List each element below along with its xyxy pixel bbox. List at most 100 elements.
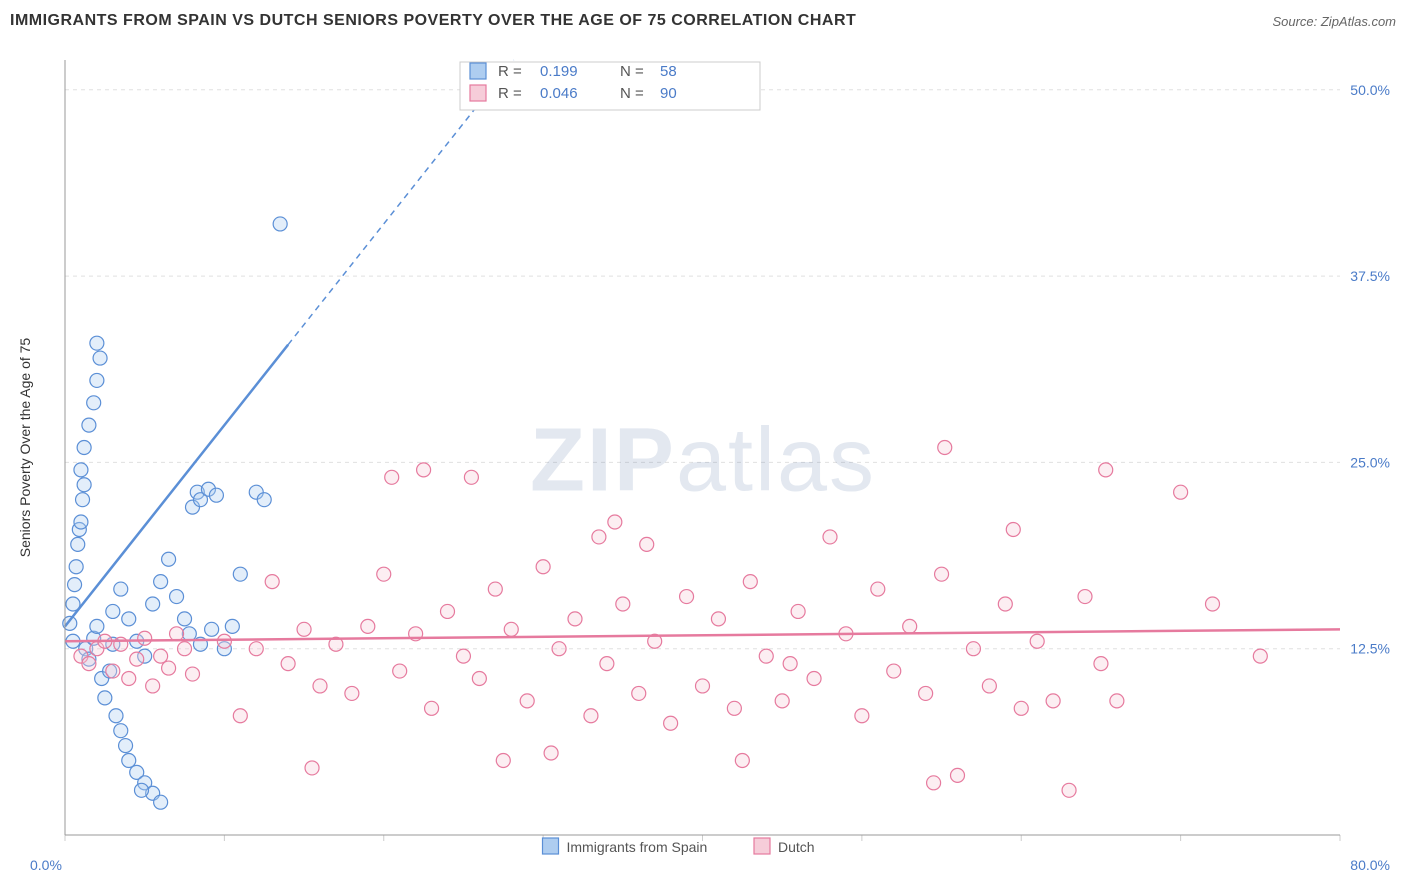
data-point [775,694,789,708]
x-tick-label: 0.0% [30,857,62,873]
series-swatch [754,838,770,854]
data-point [544,746,558,760]
legend-n-value: 58 [660,63,677,80]
data-point [68,578,82,592]
data-point [90,373,104,387]
data-point [552,642,566,656]
data-point [680,590,694,604]
data-point [93,351,107,365]
data-point [162,661,176,675]
y-tick-label: 25.0% [1350,454,1390,470]
data-point [119,739,133,753]
y-axis-label: Seniors Poverty Over the Age of 75 [17,338,33,558]
data-point [178,612,192,626]
data-point [257,493,271,507]
data-point [77,441,91,455]
data-point [496,753,510,767]
data-point [998,597,1012,611]
data-point [361,619,375,633]
data-point [1110,694,1124,708]
data-point [632,686,646,700]
data-point [281,657,295,671]
series-label: Immigrants from Spain [567,839,708,855]
data-point [122,672,136,686]
legend-n-label: N = [620,85,644,102]
legend-swatch [470,63,486,79]
data-point [616,597,630,611]
data-point [608,515,622,529]
legend-r-label: R = [498,85,522,102]
data-point [170,590,184,604]
data-point [154,649,168,663]
data-point [536,560,550,574]
data-point [233,567,247,581]
data-point [170,627,184,641]
data-point [1030,634,1044,648]
data-point [927,776,941,790]
data-point [106,664,120,678]
data-point [1094,657,1108,671]
data-point [696,679,710,693]
data-point [1174,485,1188,499]
data-point [903,619,917,633]
data-point [640,537,654,551]
data-point [87,396,101,410]
data-point [520,694,534,708]
data-point [90,336,104,350]
data-point [727,701,741,715]
data-point [90,619,104,633]
data-point [982,679,996,693]
data-point [1062,783,1076,797]
data-point [425,701,439,715]
data-point [791,604,805,618]
data-point [130,652,144,666]
data-point [464,470,478,484]
data-point [871,582,885,596]
data-point [504,622,518,636]
data-point [138,631,152,645]
data-point [82,418,96,432]
data-point [919,686,933,700]
data-point [759,649,773,663]
x-tick-label: 80.0% [1350,857,1390,873]
data-point [887,664,901,678]
data-point [1253,649,1267,663]
data-point [441,604,455,618]
data-point [568,612,582,626]
data-point [114,724,128,738]
data-point [951,768,965,782]
data-point [74,463,88,477]
data-point [182,627,196,641]
data-point [377,567,391,581]
y-tick-label: 37.5% [1350,268,1390,284]
data-point [98,691,112,705]
data-point [225,619,239,633]
data-point [209,488,223,502]
data-point [735,753,749,767]
data-point [69,560,83,574]
data-point [1046,694,1060,708]
data-point [313,679,327,693]
data-point [711,612,725,626]
data-point [1078,590,1092,604]
legend-swatch [470,85,486,101]
data-point [135,783,149,797]
data-point [1206,597,1220,611]
data-point [154,575,168,589]
data-point [71,537,85,551]
data-point [456,649,470,663]
data-point [146,597,160,611]
series-swatch [543,838,559,854]
data-point [938,441,952,455]
data-point [1099,463,1113,477]
data-point [178,642,192,656]
data-point [935,567,949,581]
series-label: Dutch [778,839,815,855]
data-point [114,637,128,651]
data-point [664,716,678,730]
data-point [217,634,231,648]
data-point [114,582,128,596]
data-point [109,709,123,723]
data-point [146,679,160,693]
data-point [345,686,359,700]
